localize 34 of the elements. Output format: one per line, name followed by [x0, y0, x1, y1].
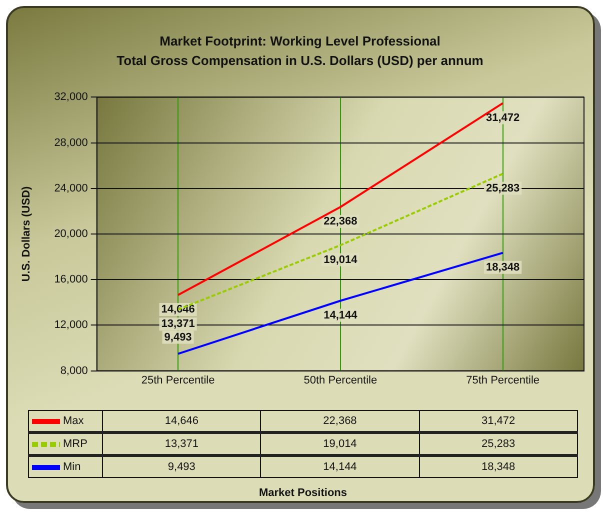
data-label: 18,348 — [419, 456, 578, 478]
y-tick-label: 16,000 — [54, 274, 88, 286]
data-label: 9,493 — [102, 456, 261, 478]
y-tick-label: 12,000 — [54, 319, 88, 332]
x-tick-label: 50th Percentile — [304, 374, 378, 386]
data-label: 22,368 — [260, 410, 420, 432]
text: 13,371 — [161, 318, 195, 330]
y-tick-label: 24,000 — [54, 182, 88, 194]
data-label: 14,646 — [102, 410, 261, 432]
text: 31,472 — [486, 112, 520, 124]
chart-title: Market Footprint: Working Level Professional — [160, 33, 440, 48]
data-label: 25,283 — [419, 432, 578, 456]
y-tick-label: 8,000 — [60, 364, 88, 377]
data-label: 13,371 — [102, 432, 261, 456]
y-tick-label: 32,000 — [54, 91, 88, 104]
text: 22,368 — [324, 216, 358, 228]
data-label: 19,014 — [260, 432, 420, 456]
data-label: 31,472 — [419, 410, 578, 432]
text: 9,493 — [164, 331, 192, 344]
text: 25,283 — [486, 182, 520, 194]
legend-label: Max — [28, 410, 102, 432]
chart-subtitle: Total Gross Compensation in U.S. Dollars (USD) per annum — [116, 52, 484, 68]
text: 14,144 — [324, 309, 358, 322]
y-axis-title: U.S. Dollars (USD) — [20, 186, 33, 282]
data-label: 14,144 — [260, 456, 420, 478]
x-tick-label: 25th Percentile — [141, 374, 215, 386]
x-tick-label: 75th Percentile — [466, 374, 540, 386]
text: Market Positions — [258, 487, 348, 499]
y-tick-label: 20,000 — [54, 228, 88, 240]
text: 18,348 — [486, 261, 520, 274]
y-tick-label: 28,000 — [54, 136, 88, 149]
legend-label: Min — [28, 456, 102, 478]
text: 19,014 — [324, 254, 358, 266]
legend-label: MRP — [28, 432, 102, 456]
